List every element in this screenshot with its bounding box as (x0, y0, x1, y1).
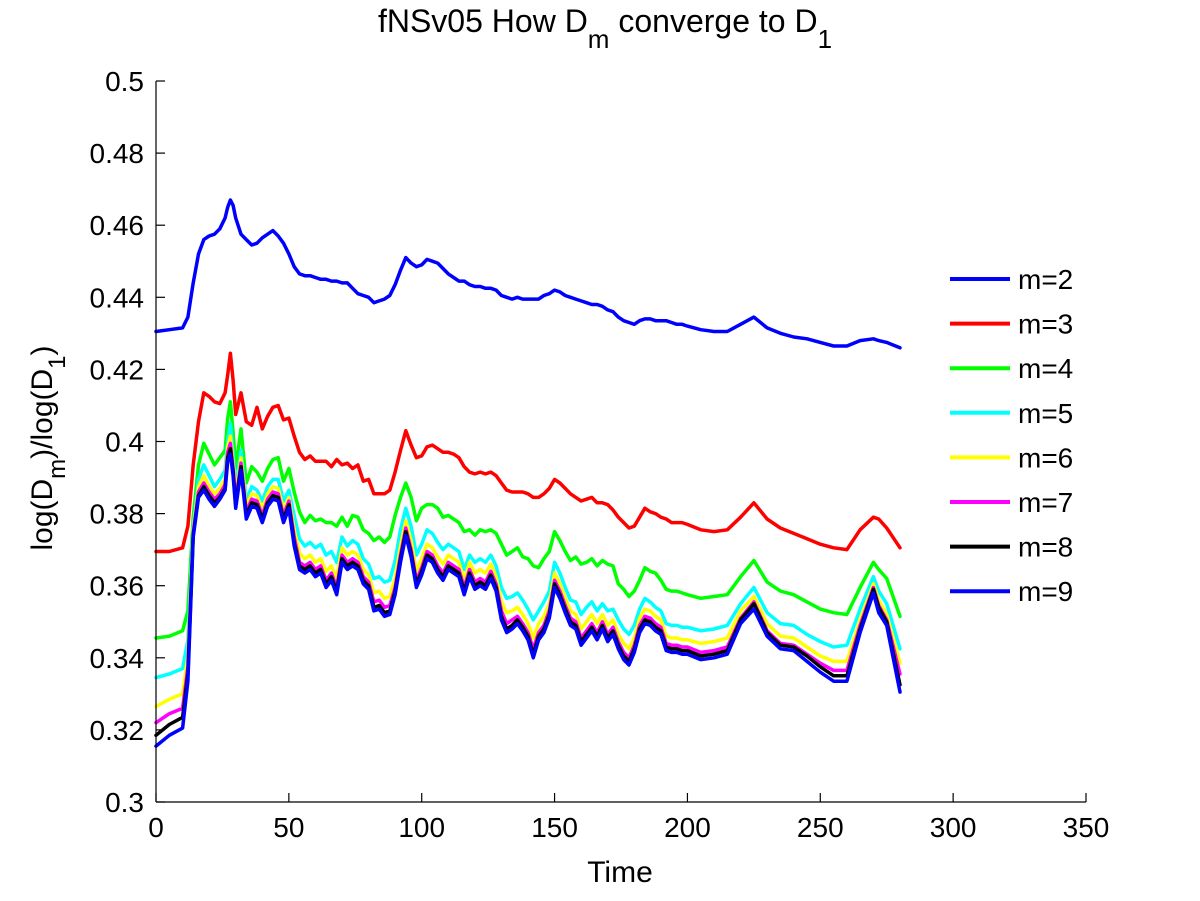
y-tick-label: 0.32 (90, 715, 145, 746)
title-middle: converge to D (609, 3, 817, 39)
title-subscript-1: 1 (818, 24, 832, 54)
x-tick-label: 50 (273, 812, 304, 843)
y-tick-label: 0.4 (105, 427, 144, 458)
legend: m=2 m=3 m=4 m=5 m=6 m=7 m=8 m=9 (950, 264, 1073, 607)
series-line-m2 (154, 198, 902, 350)
legend-label: m=2 (1018, 264, 1073, 295)
legend-label: m=5 (1018, 398, 1073, 429)
x-tick-label: 0 (148, 812, 164, 843)
chart-title: fNSv05 How Dm converge to D1 (378, 3, 832, 54)
title-subscript-m: m (588, 24, 610, 54)
y-tick-label: 0.48 (90, 138, 145, 169)
legend-label: m=8 (1018, 532, 1073, 563)
series-line-m5 (154, 421, 902, 680)
series-line-m3 (154, 351, 902, 554)
x-tick-label: 150 (531, 812, 578, 843)
x-tick-label: 250 (797, 812, 844, 843)
y-tick-label: 0.3 (105, 787, 144, 818)
y-tick-label: 0.34 (90, 643, 145, 674)
legend-label: m=9 (1018, 576, 1073, 607)
axis-ticks: 0 50 100 150 200 250 300 350 0.3 0.32 0.34 0.36 0.38… (90, 66, 1110, 843)
series-line-m4 (154, 400, 902, 640)
x-tick-label: 300 (930, 812, 977, 843)
ylabel-part3: ) (26, 345, 59, 355)
legend-label: m=7 (1018, 487, 1073, 518)
y-tick-label: 0.46 (90, 210, 145, 241)
y-tick-label: 0.36 (90, 571, 145, 602)
legend-label: m=4 (1018, 353, 1073, 384)
axes-frame (155, 81, 1086, 803)
y-tick-label: 0.38 (90, 499, 145, 530)
x-tick-label: 200 (664, 812, 711, 843)
legend-label: m=6 (1018, 442, 1073, 473)
ylabel-subscript-m: m (44, 459, 71, 479)
legend-label: m=3 (1018, 309, 1073, 340)
y-tick-label: 0.44 (90, 282, 145, 313)
ylabel-subscript-1: 1 (44, 355, 71, 368)
x-tick-label: 350 (1063, 812, 1110, 843)
x-tick-label: 100 (398, 812, 445, 843)
ylabel-part2: )/log(D (26, 369, 59, 459)
y-tick-label: 0.42 (90, 354, 145, 385)
y-axis-label: log(Dm)/log(D1) (26, 345, 71, 550)
ylabel-part1: log(D (26, 479, 59, 551)
y-tick-label: 0.5 (105, 66, 144, 97)
series-layer (154, 198, 902, 748)
series-line-m9 (154, 452, 902, 748)
x-axis-label: Time (587, 856, 653, 889)
title-prefix: fNSv05 How D (378, 3, 588, 39)
